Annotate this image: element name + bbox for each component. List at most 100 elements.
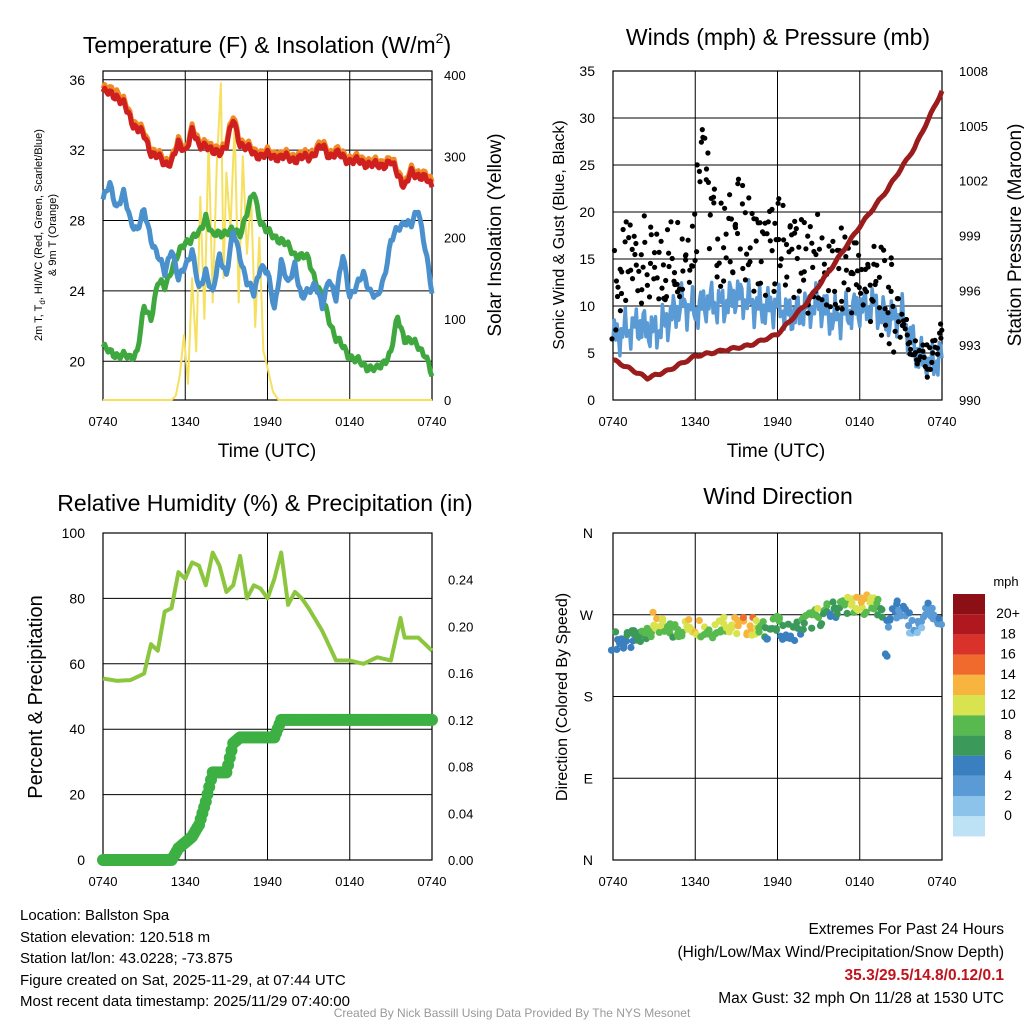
direction-point — [622, 637, 631, 645]
y2-tick-label: 400 — [444, 68, 466, 83]
colorbar-swatch — [953, 735, 985, 756]
gust-point — [842, 234, 848, 240]
direction-point — [913, 629, 921, 637]
gust-point — [930, 350, 936, 356]
y2-tick-label: 993 — [959, 338, 981, 353]
y-tick-label: 10 — [579, 298, 595, 314]
gust-point — [892, 328, 898, 334]
gust-point — [897, 334, 903, 340]
y2-axis-label: Station Pressure (Maroon) — [1005, 124, 1024, 347]
colorbar-tick-label: 18 — [1000, 625, 1016, 641]
gust-point — [912, 338, 919, 344]
gust-point — [613, 327, 619, 333]
gust-point — [935, 351, 941, 357]
direction-point — [884, 623, 893, 631]
gust-point — [826, 243, 832, 249]
x-tick-label: 0740 — [928, 414, 957, 429]
gust-point — [674, 281, 680, 287]
direction-point — [791, 636, 799, 645]
colorbar-tick-label: 16 — [1000, 646, 1016, 662]
colorbar-tick-label: 12 — [1000, 686, 1016, 702]
gust-point — [843, 254, 849, 260]
gust-point — [740, 265, 746, 272]
direction-point — [739, 613, 748, 622]
y2-tick-label: 100 — [444, 312, 466, 327]
y-axis-label: Direction (Colored By Speed) — [554, 593, 571, 801]
gust-point — [885, 284, 892, 290]
gust-point — [907, 346, 914, 352]
colorbar-tick-label: 14 — [1000, 666, 1016, 682]
x-tick-label: 0140 — [335, 414, 364, 429]
gust-point — [769, 248, 775, 254]
y2-tick-label: 1005 — [959, 119, 988, 134]
recent-data-text: Most recent data timestamp: 2025/11/29 0… — [20, 993, 350, 1010]
gust-point — [832, 301, 839, 307]
gust-point — [727, 259, 733, 265]
plot-frame — [612, 532, 943, 861]
rh-line — [102, 550, 434, 683]
gust-point — [891, 349, 897, 355]
created-text: Figure created on Sat, 2025-11-29, at 07… — [20, 971, 346, 989]
x-tick-label: 0740 — [928, 874, 957, 889]
gust-point — [623, 219, 629, 225]
x-tick-label: 0140 — [845, 874, 874, 889]
gust-point — [632, 251, 638, 258]
gust-point — [924, 374, 930, 380]
series-td-line — [100, 191, 435, 378]
gust-point — [839, 306, 845, 312]
gust-point — [843, 267, 850, 273]
gust-point — [690, 263, 696, 269]
colorbar-swatch — [953, 775, 985, 796]
gust-point — [810, 264, 816, 270]
gust-point — [854, 268, 861, 274]
gust-point — [744, 251, 750, 257]
colorbar-tick-label: 10 — [1000, 706, 1016, 722]
gust-point — [669, 255, 675, 262]
gust-point — [728, 216, 735, 222]
gust-point — [819, 297, 825, 303]
x-tick-label: 1340 — [171, 414, 200, 429]
direction-point — [685, 616, 693, 624]
direction-point — [862, 608, 870, 616]
direction-point — [928, 604, 936, 612]
gust-point — [767, 238, 773, 244]
gust-point — [777, 263, 783, 269]
gust-point — [636, 268, 642, 274]
gust-point — [647, 260, 654, 266]
gust-point — [644, 272, 650, 278]
direction-point — [763, 635, 772, 643]
direction-point — [905, 622, 913, 630]
gust-point — [829, 248, 836, 254]
colorbar-swatch — [953, 634, 985, 655]
gust-point — [873, 278, 879, 285]
gust-point — [707, 212, 713, 218]
gust-point — [659, 285, 665, 291]
gust-point — [714, 274, 720, 280]
y2-tick-label: 0.00 — [448, 853, 473, 868]
gust-point — [849, 310, 855, 316]
x-tick-label: 1940 — [253, 874, 282, 889]
gust-point — [644, 282, 651, 288]
direction-point — [814, 604, 822, 613]
direction-point — [905, 609, 913, 617]
y2-tick-label: 0.16 — [448, 666, 473, 681]
gust-point — [899, 311, 905, 317]
direction-point — [695, 616, 703, 625]
credit-text: Created By Nick Bassill Using Data Provi… — [333, 1006, 691, 1020]
series-wc-line — [100, 179, 435, 312]
gust-point — [895, 296, 902, 302]
gust-point — [685, 237, 691, 243]
y2-tick-label: 999 — [959, 229, 981, 244]
gust-point — [646, 294, 653, 300]
gust-point — [815, 211, 821, 217]
gust-point — [876, 305, 883, 311]
gust-point — [803, 246, 809, 252]
gust-point — [758, 259, 764, 265]
gust-point — [686, 279, 693, 285]
gust-point — [794, 255, 800, 262]
gust-point — [830, 238, 836, 244]
y2-axis-label: Solar Insolation (Yellow) — [485, 133, 506, 336]
gust-point — [614, 293, 621, 300]
plot-frame — [102, 70, 433, 401]
extremes-heading: Extremes For Past 24 Hours — [808, 921, 1004, 938]
